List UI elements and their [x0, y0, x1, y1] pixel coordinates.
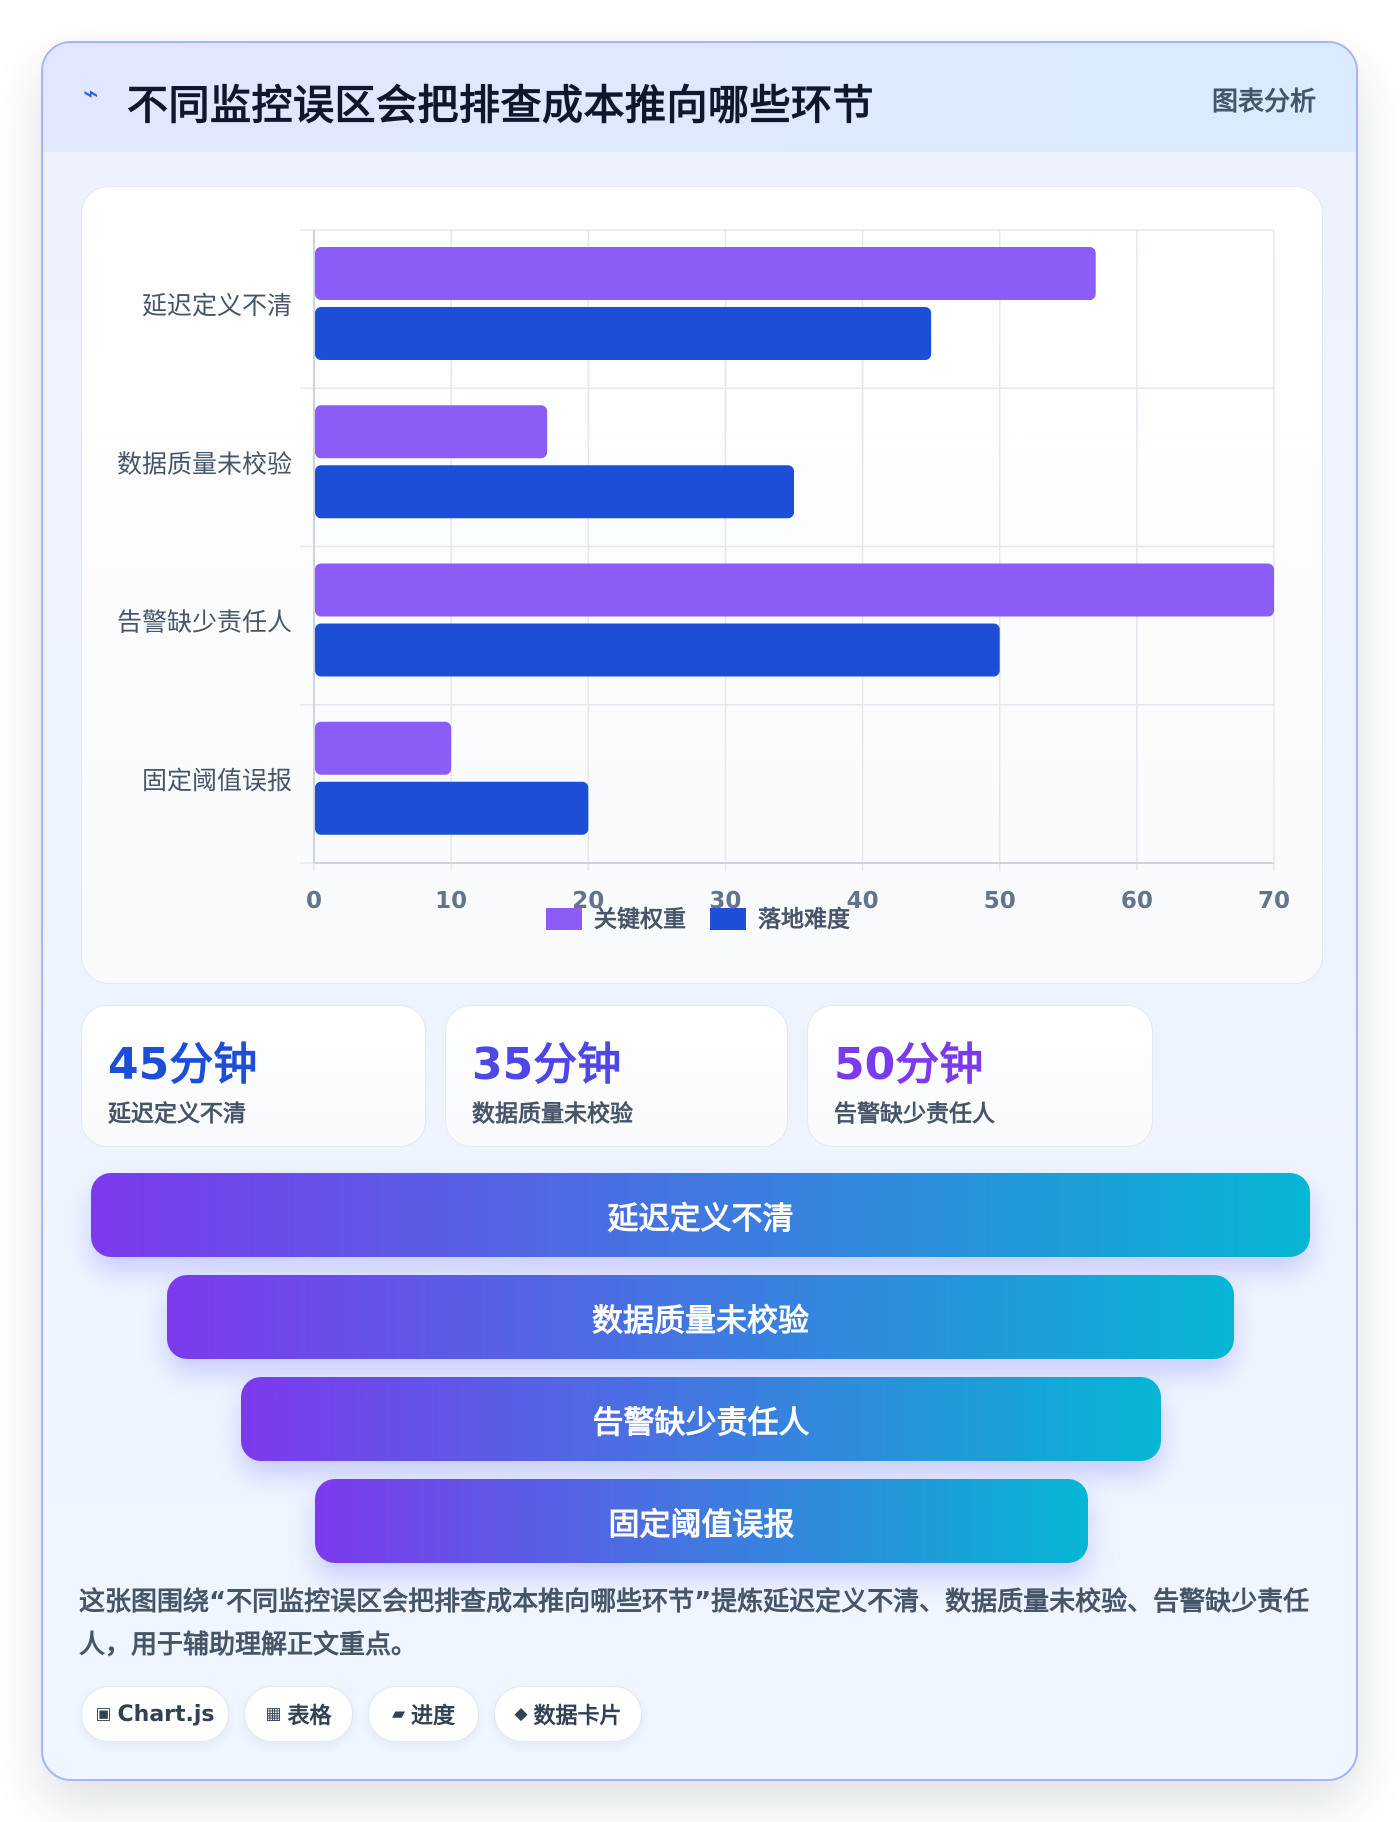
legend-label: 落地难度 [758, 906, 851, 933]
stat-card-3: 50分钟 告警缺少责任人 [807, 1005, 1153, 1147]
diamond-icon: ◆ [514, 1704, 528, 1724]
summary-text: 这张图围绕“不同监控误区会把排查成本推向哪些环节”提炼延迟定义不清、数据质量未校… [79, 1587, 1310, 1660]
chart-icon: ▣ [95, 1704, 112, 1724]
funnel-step-3: 告警缺少责任人 [241, 1377, 1161, 1461]
stat-card-1: 45分钟 延迟定义不清 [81, 1005, 426, 1147]
chip-data-card: ◆ 数据卡片 [494, 1686, 642, 1742]
bar [315, 247, 1096, 300]
chip-table: ▦ 表格 [244, 1686, 353, 1742]
x-tick-label: 0 [306, 888, 322, 914]
chip-progress: ▰ 进度 [368, 1686, 479, 1742]
stat-value: 35分钟 [472, 1039, 622, 1090]
y-tick-label: 告警缺少责任人 [117, 608, 292, 637]
x-tick-label: 60 [1121, 888, 1153, 914]
x-tick-label: 50 [984, 888, 1016, 914]
funnel-step-2: 数据质量未校验 [167, 1275, 1234, 1359]
stat-label: 延迟定义不清 [108, 1101, 246, 1127]
x-tick-label: 70 [1258, 888, 1290, 914]
card-header: ⌁ 不同监控误区会把排查成本推向哪些环节 图表分析 [43, 43, 1356, 152]
bar [315, 405, 548, 459]
y-tick-label: 数据质量未校验 [117, 449, 292, 478]
chip-label: 进度 [411, 1704, 456, 1729]
stat-value: 45分钟 [108, 1039, 258, 1090]
bar [315, 465, 794, 519]
stat-value: 50分钟 [834, 1039, 984, 1090]
bar [315, 307, 932, 360]
funnel-step-1: 延迟定义不清 [91, 1173, 1310, 1257]
bar [315, 721, 452, 775]
chart-panel: 延迟定义不清 数据质量未校验 告警缺少责任人 固定阈值误报 0 10 20 30 40 50 60 7… [81, 186, 1323, 984]
stat-label: 告警缺少责任人 [834, 1101, 995, 1127]
stat-card-2: 35分钟 数据质量未校验 [445, 1005, 788, 1147]
stat-label: 数据质量未校验 [472, 1101, 633, 1127]
bolt-icon: ⌁ [83, 79, 99, 109]
funnel-step-4: 固定阈值误报 [315, 1479, 1088, 1563]
bar [315, 781, 589, 835]
progress-icon: ▰ [391, 1704, 406, 1724]
bar [315, 563, 1274, 617]
chip-chartjs: ▣ Chart.js [81, 1686, 229, 1742]
legend-swatch [710, 908, 746, 930]
y-tick-label: 固定阈值误报 [142, 766, 292, 795]
x-tick-label: 10 [435, 888, 467, 914]
y-tick-label: 延迟定义不清 [142, 291, 292, 320]
bar [315, 623, 1000, 677]
legend-label: 关键权重 [594, 906, 686, 933]
table-icon: ▦ [265, 1704, 282, 1724]
page-title: 不同监控误区会把排查成本推向哪些环节 [127, 81, 874, 129]
legend-swatch [546, 908, 582, 930]
x-tick-label: 40 [847, 888, 879, 914]
chart-card: ⌁ 不同监控误区会把排查成本推向哪些环节 图表分析 延迟定义不清 数据质量未校验告… [41, 41, 1358, 1781]
chip-label: 表格 [287, 1704, 332, 1729]
chart-analysis-tag: 图表分析 [1211, 87, 1316, 117]
chip-label: Chart.js [117, 1701, 215, 1727]
chip-label: 数据卡片 [533, 1704, 622, 1729]
